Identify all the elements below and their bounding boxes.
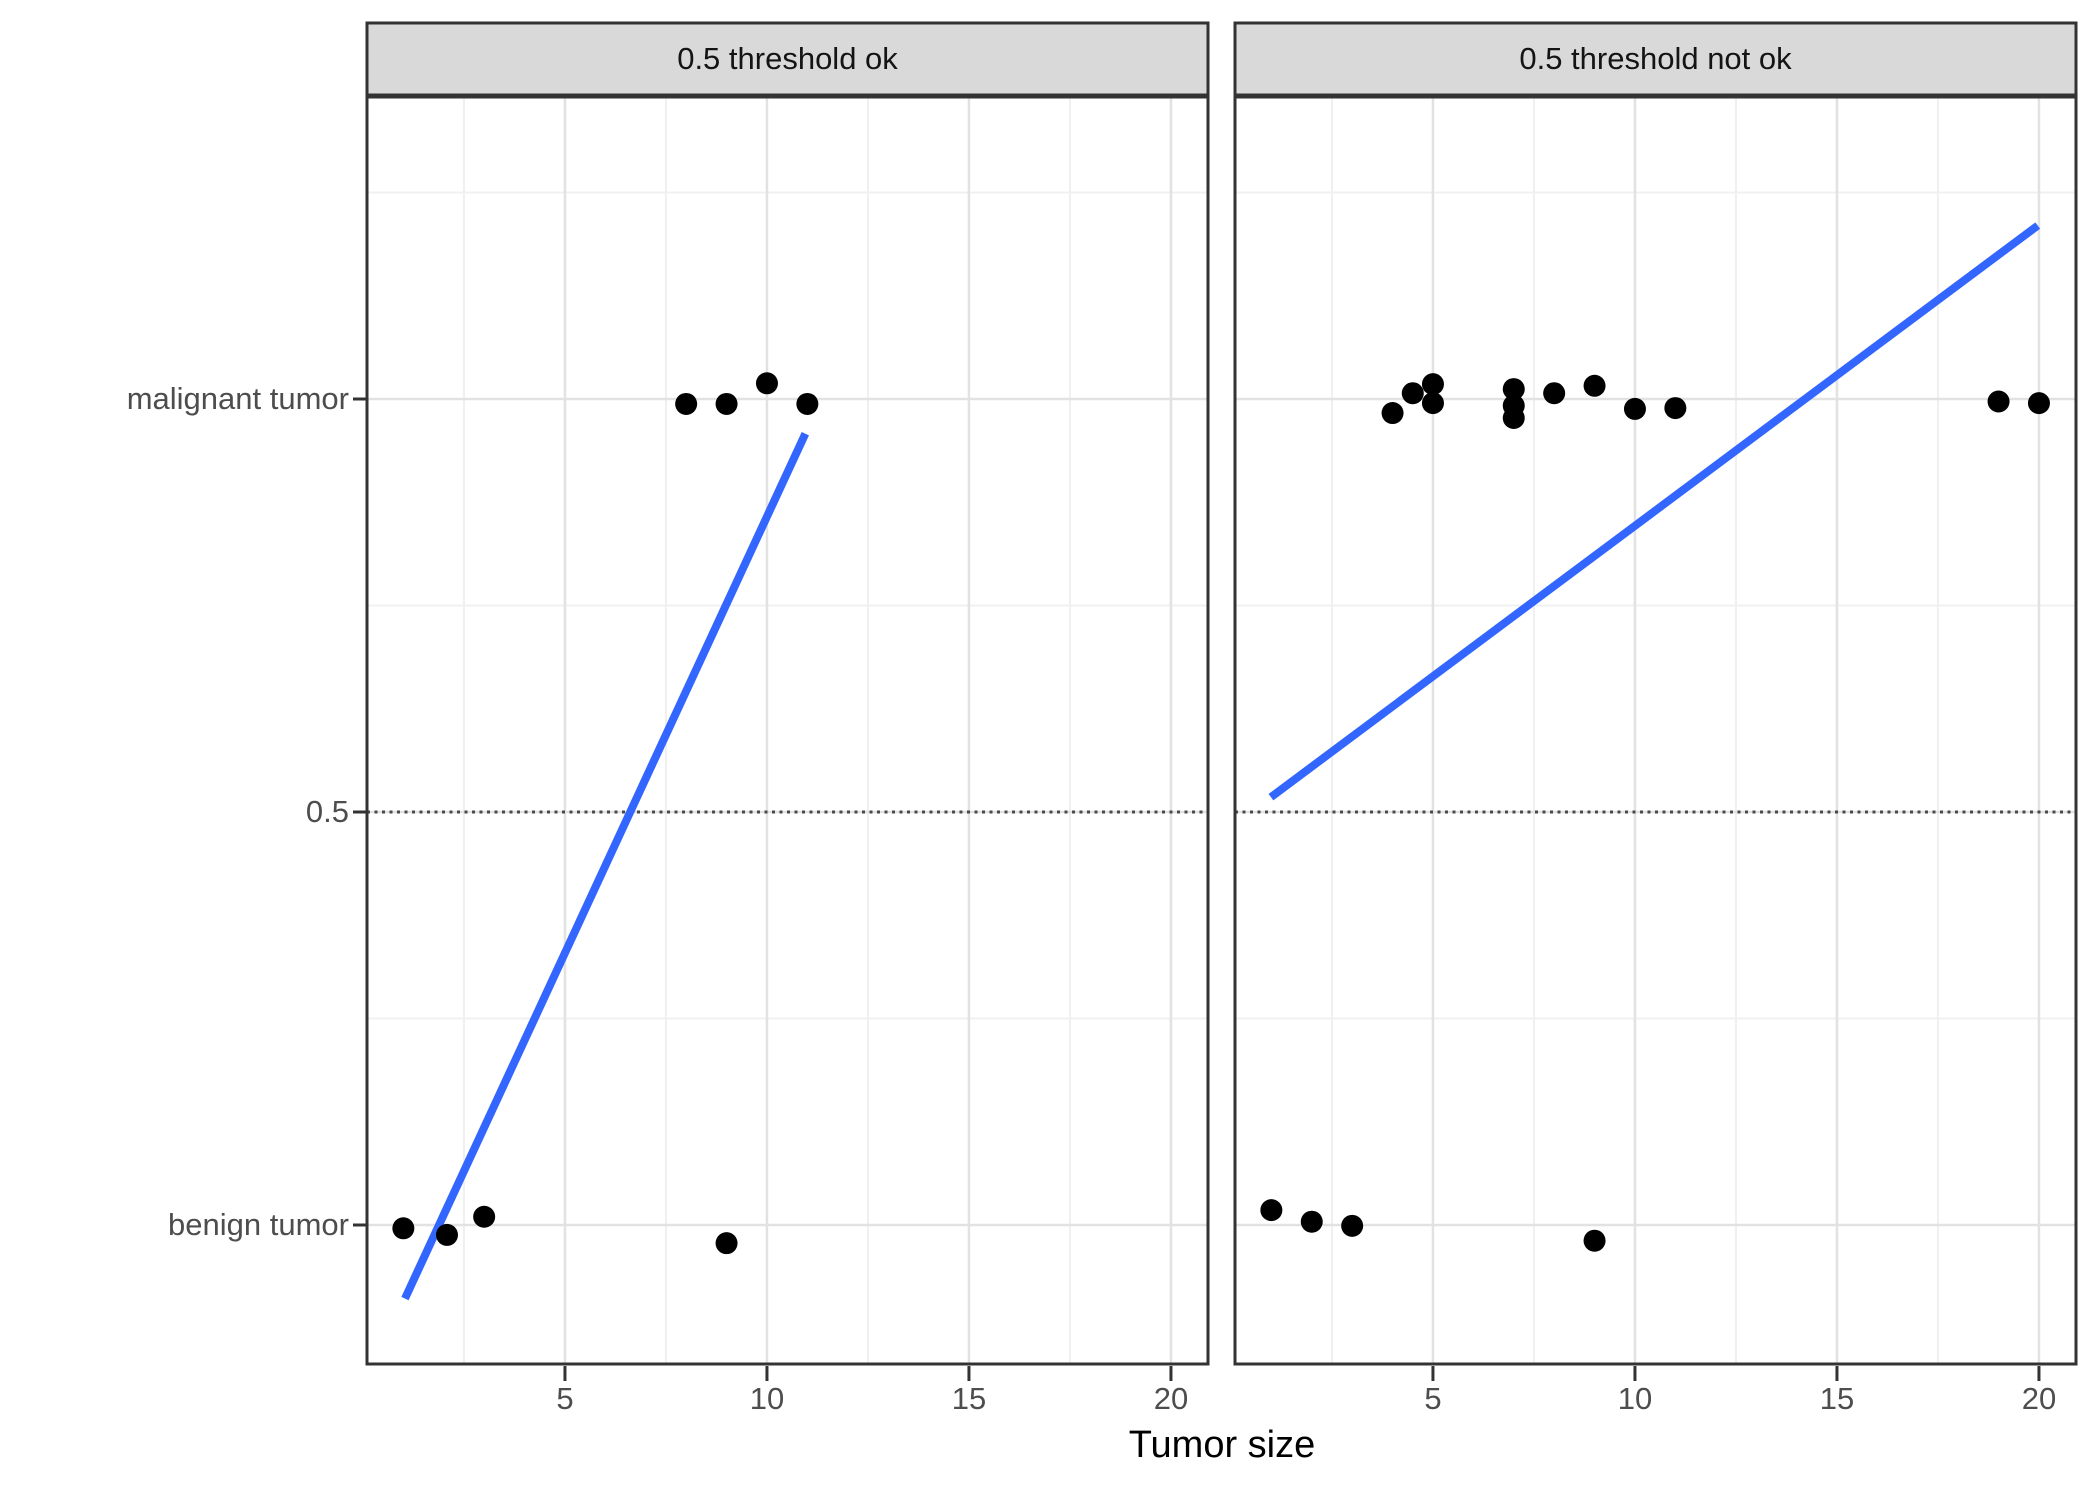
x-tick-label: 15 [1820,1381,1854,1416]
x-tick-label: 20 [1154,1381,1188,1416]
data-point [755,372,778,395]
data-point [1421,392,1444,415]
x-axis-title: Tumor size [1128,1424,1316,1466]
data-point [1381,402,1404,425]
data-point [675,392,698,415]
x-tick-label: 5 [556,1381,573,1416]
x-tick-label: 5 [1424,1381,1441,1416]
data-point [796,392,819,415]
data-point [1421,373,1444,396]
data-point [715,1232,738,1255]
data-point [1583,1229,1606,1252]
data-point [1401,382,1424,405]
y-tick-label-malignant: malignant tumor [126,381,349,416]
data-point [1543,382,1566,405]
data-point [1987,390,2010,413]
data-point [2027,392,2050,415]
regression-line [1268,222,2041,801]
facet-strip-label-right: 0.5 threshold not ok [1519,41,1792,76]
panel-border [365,95,1210,1366]
y-tick-label-threshold: 0.5 [305,794,349,829]
x-tick-label: 10 [750,1381,784,1416]
data-point [1502,406,1525,429]
regression-line [401,432,809,1301]
data-point [1341,1214,1364,1237]
data-point [435,1223,458,1246]
x-tick-label: 20 [2022,1381,2056,1416]
facet-strip [1233,21,2078,97]
data-point [715,392,738,415]
panel-border [1233,95,2078,1366]
x-tick-label: 15 [952,1381,986,1416]
panel-background [1235,97,2076,1364]
facet-strip-label-left: 0.5 threshold ok [677,41,898,76]
y-tick-label-benign: benign tumor [168,1207,349,1242]
data-point [1260,1199,1283,1222]
x-tick-label: 10 [1618,1381,1652,1416]
data-point [392,1217,415,1240]
data-point [1664,397,1687,420]
data-point [1583,374,1606,397]
data-point [1623,397,1646,420]
data-point [1502,378,1525,401]
facet-strip [365,21,1210,97]
panel-background [367,97,1208,1364]
data-point [473,1205,496,1228]
data-point [1300,1210,1323,1233]
